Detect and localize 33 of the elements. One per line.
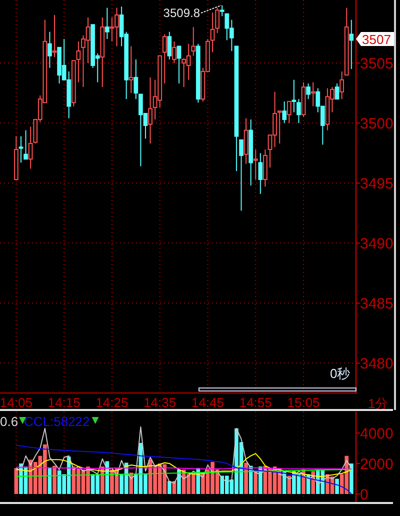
line-series xyxy=(16,468,352,477)
series-label: CCL:58222 xyxy=(24,414,90,429)
y-tick-label: 3495 xyxy=(360,176,394,193)
y-tick-label: 0 xyxy=(360,486,368,504)
line-series xyxy=(16,426,352,486)
annotation: 0秒 xyxy=(330,366,350,381)
text: 1分 xyxy=(368,396,388,411)
y-tick-label: 2000 xyxy=(360,456,394,473)
annotation: 3507 xyxy=(362,32,391,48)
x-tick-label: 14:05 xyxy=(0,395,32,410)
x-tick-label: 14:15 xyxy=(48,395,80,410)
annotation: 0.6 xyxy=(0,414,18,429)
x-tick-label: 14:35 xyxy=(144,395,176,410)
bar xyxy=(335,478,339,494)
y-tick-label: 3480 xyxy=(360,356,394,373)
y-tick-label: 3485 xyxy=(360,296,394,313)
bar xyxy=(349,463,354,494)
bar xyxy=(254,471,258,494)
y-tick-label: 4000 xyxy=(360,425,394,442)
annotation: 3509.8 xyxy=(163,6,200,20)
y-tick-label: 3490 xyxy=(360,236,394,253)
bar xyxy=(100,466,104,494)
bar xyxy=(52,466,56,494)
x-tick-label: 14:55 xyxy=(239,395,272,410)
bar xyxy=(287,476,292,494)
bar xyxy=(168,481,172,494)
y-tick-label: 3500 xyxy=(360,116,394,133)
y-tick-label: 3505 xyxy=(360,56,394,73)
line-series xyxy=(16,444,352,494)
x-tick-label: 14:45 xyxy=(191,395,224,410)
x-tick-label: 14:25 xyxy=(96,395,128,410)
x-tick-label: 15:05 xyxy=(287,395,320,410)
line-series xyxy=(16,453,352,477)
